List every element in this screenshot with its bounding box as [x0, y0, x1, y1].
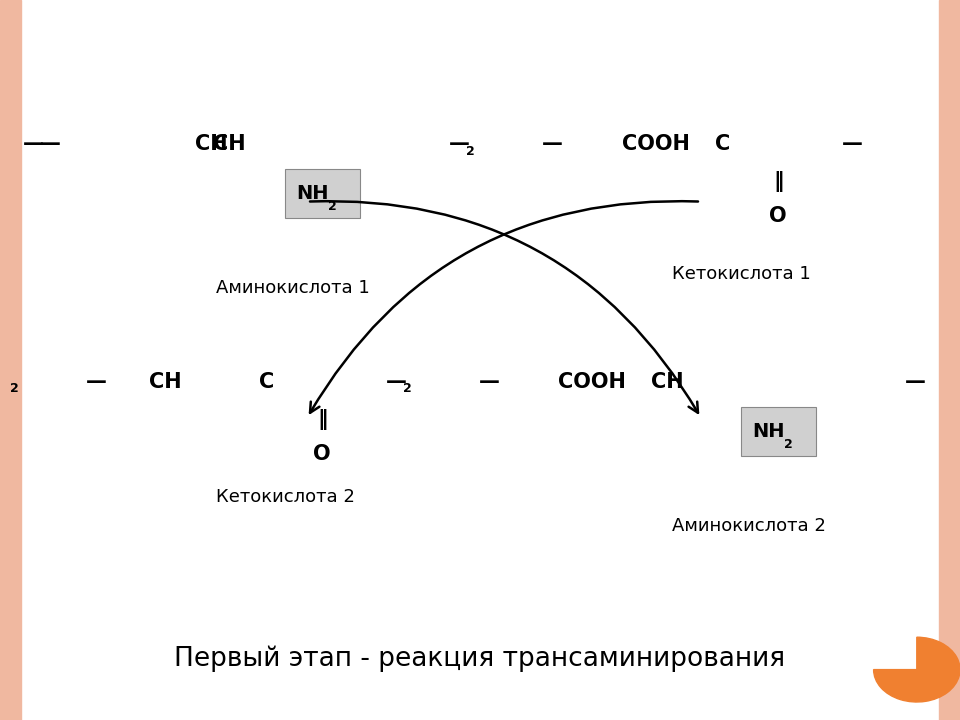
- Text: 2: 2: [402, 382, 412, 395]
- FancyArrowPatch shape: [310, 201, 698, 413]
- FancyBboxPatch shape: [741, 407, 816, 456]
- Text: NH: NH: [753, 422, 785, 441]
- Text: |: |: [319, 171, 326, 192]
- Bar: [0, 0, 21, 720]
- Text: C: C: [259, 372, 274, 392]
- Text: ‖: ‖: [317, 409, 327, 430]
- Text: —: —: [39, 134, 60, 154]
- Text: C: C: [715, 134, 730, 154]
- Text: Аминокислота 2: Аминокислота 2: [672, 517, 826, 534]
- FancyBboxPatch shape: [285, 169, 360, 218]
- Text: NH: NH: [297, 184, 329, 203]
- Text: 2: 2: [328, 200, 337, 213]
- Text: —: —: [479, 372, 499, 392]
- Text: —: —: [449, 134, 469, 154]
- Text: Первый этап - реакция трансаминирования: Первый этап - реакция трансаминирования: [175, 646, 785, 672]
- Text: —: —: [86, 372, 107, 392]
- Text: Кетокислота 2: Кетокислота 2: [216, 488, 355, 506]
- Text: —: —: [542, 134, 563, 154]
- Text: CH: CH: [652, 372, 684, 392]
- Text: |: |: [775, 409, 782, 430]
- Bar: [939, 0, 960, 720]
- Text: Кетокислота 1: Кетокислота 1: [672, 264, 811, 282]
- Text: —: —: [842, 134, 862, 154]
- FancyArrowPatch shape: [310, 201, 698, 413]
- Text: —: —: [386, 372, 406, 392]
- Text: O: O: [769, 206, 787, 226]
- Text: CH: CH: [212, 134, 245, 154]
- Text: COOH: COOH: [622, 134, 689, 154]
- Text: Аминокислота 1: Аминокислота 1: [216, 279, 370, 297]
- Text: 2: 2: [10, 382, 19, 395]
- Wedge shape: [874, 637, 960, 702]
- Text: 2: 2: [466, 145, 475, 158]
- Text: —: —: [23, 134, 43, 154]
- Text: CH: CH: [149, 372, 181, 392]
- Text: ‖: ‖: [773, 171, 783, 192]
- Text: O: O: [313, 444, 331, 464]
- Text: COOH: COOH: [559, 372, 626, 392]
- Text: CH: CH: [196, 134, 228, 154]
- Text: 2: 2: [784, 438, 793, 451]
- Text: —: —: [905, 372, 925, 392]
